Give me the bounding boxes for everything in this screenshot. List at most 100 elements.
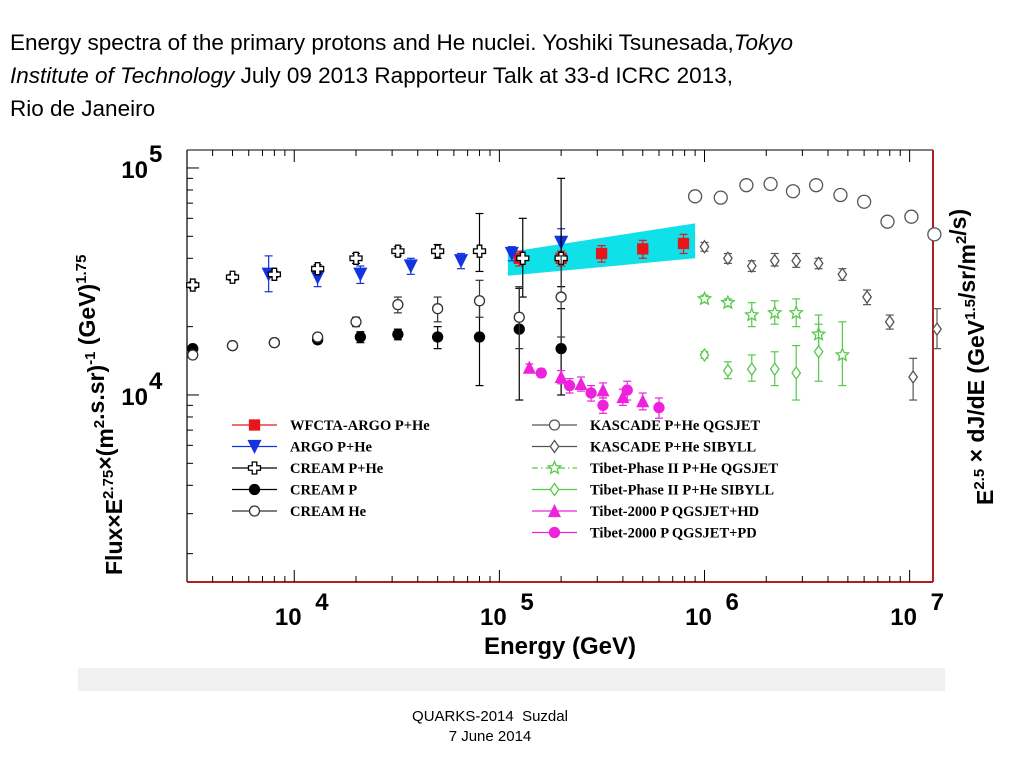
data-point [699, 239, 710, 254]
slide-title: Energy spectra of the primary protons an… [10, 26, 1014, 125]
footer-line-1: QUARKS-2014 Suzdal [412, 708, 568, 725]
slide-title-part2: July 09 2013 Rapporteur Talk at 33-d ICR… [234, 63, 733, 88]
data-point [808, 178, 824, 193]
data-point [535, 367, 547, 379]
slide-footer: QUARKS-2014 Suzdal 7 June 2014 [0, 707, 980, 747]
legend-label: Tibet-2000 P QGSJET+HD [590, 504, 759, 520]
data-point [472, 244, 487, 258]
data-point [696, 290, 713, 306]
series-tibet-phase-ii-p-he-sibyll [699, 323, 824, 401]
data-point [713, 190, 728, 205]
x-tick-label: 10 [480, 604, 507, 631]
x-tick-label: 10 [275, 604, 302, 631]
data-point [763, 176, 778, 192]
data-point [554, 370, 568, 384]
y-axis-title-left: Flux×E2.75×(m2.s.sr)-1 (GeV)1.75 [73, 255, 127, 575]
data-point [597, 399, 609, 412]
data-point [637, 243, 649, 255]
data-point [837, 267, 848, 282]
legend-label: CREAM He [290, 504, 367, 520]
data-point [353, 267, 368, 282]
data-point [833, 187, 848, 203]
data-point [621, 384, 633, 396]
legend-marker [248, 483, 261, 496]
data-point [856, 194, 872, 209]
data-point [187, 349, 199, 361]
legend-label: WFCTA-ARGO P+He [290, 418, 430, 434]
data-point [585, 387, 597, 399]
legend-label: Tibet-Phase II P+He QGSJET [590, 461, 778, 477]
data-point [739, 178, 754, 193]
data-point [311, 331, 324, 343]
data-point [813, 344, 824, 359]
y-tick-label-exponent: 5 [149, 141, 162, 168]
data-point [766, 304, 783, 320]
data-point [453, 254, 469, 269]
legend-marker [549, 482, 560, 497]
footer-line-2: 7 June 2014 [448, 728, 532, 745]
data-point [927, 227, 942, 242]
y-axis-title-right: E2.5 × dJ/dE (GeV1.5/sr/m2/s) [945, 209, 998, 505]
legend-label: CREAM P+He [290, 461, 384, 477]
legend-label: KASCADE P+He QGSJET [590, 418, 761, 434]
slide-title-italic1: Tokyo [733, 30, 793, 55]
data-point [595, 247, 608, 260]
data-point [653, 401, 665, 414]
data-point [392, 298, 404, 311]
data-point [720, 294, 736, 310]
data-point [513, 311, 525, 323]
legend-marker [546, 459, 563, 475]
data-point [722, 363, 733, 378]
data-point [563, 379, 576, 392]
series-tibet-phase-ii-p-he-qgsjet [696, 290, 851, 387]
data-point [431, 303, 444, 315]
slide-title-part3: Rio de Janeiro [10, 96, 156, 121]
legend-label: Tibet-2000 P QGSJET+PD [590, 526, 757, 542]
series-cream-p-he [186, 177, 568, 298]
data-point [834, 346, 851, 362]
data-point [788, 304, 805, 320]
y-tick-label-exponent: 4 [149, 368, 163, 395]
x-axis-title: Energy (GeV) [484, 633, 636, 660]
figure-background [78, 130, 945, 691]
data-point [225, 270, 240, 284]
data-point [791, 253, 802, 268]
data-point [813, 256, 824, 271]
data-point [430, 244, 445, 258]
data-point [391, 244, 405, 258]
data-point [743, 306, 760, 322]
legend-marker [548, 526, 561, 539]
data-point [862, 289, 873, 305]
data-point [555, 291, 567, 303]
data-point [522, 360, 536, 374]
x-tick-label-exponent: 4 [315, 589, 329, 616]
figure-bottom-shade [78, 668, 945, 691]
slide-title-italic2: Institute of Technology [10, 63, 235, 88]
data-point [516, 251, 530, 265]
data-point [392, 328, 404, 340]
data-point [596, 383, 610, 397]
x-tick-label: 10 [685, 604, 712, 631]
data-point [746, 361, 757, 377]
x-tick-label-exponent: 6 [726, 589, 739, 616]
data-point [354, 331, 367, 343]
data-point [908, 369, 919, 385]
legend-marker [247, 439, 262, 454]
series-tibet-2000-p-qgsjet-hd [522, 360, 650, 411]
data-point [267, 267, 282, 281]
data-point [785, 184, 801, 199]
data-point [555, 342, 567, 355]
legend-marker [248, 505, 261, 517]
x-tick-label-exponent: 5 [520, 589, 533, 616]
data-point [226, 339, 239, 352]
legend-marker [247, 461, 262, 475]
legend-marker [548, 419, 561, 431]
data-point [504, 246, 519, 261]
data-point [884, 314, 895, 329]
x-tick-label: 10 [890, 604, 917, 631]
data-point [310, 262, 325, 276]
series-kascade-p-he-sibyll [699, 239, 943, 401]
